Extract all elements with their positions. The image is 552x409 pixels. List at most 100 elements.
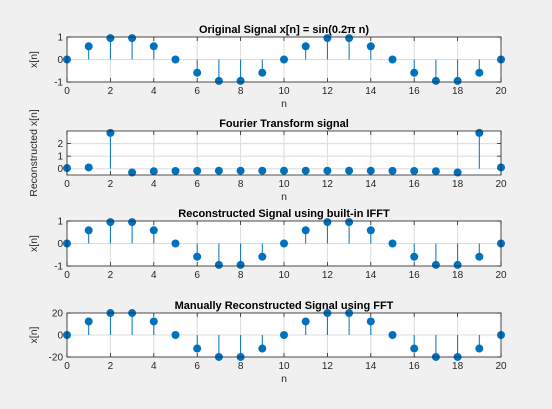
x-tick-label: 6 [194,361,200,372]
stem-marker [128,34,137,43]
x-tick-label: 12 [322,361,334,372]
stem-marker [258,344,267,353]
stem-marker [431,260,440,269]
x-tick-label: 16 [409,270,421,281]
stem-marker [236,260,245,269]
x-tick-label: 10 [278,270,290,281]
x-tick-label: 10 [278,86,290,97]
stem-marker [388,239,397,248]
stem-marker [431,76,440,85]
stem-marker [149,167,158,176]
x-axis-label: n [281,373,287,385]
stem-marker [475,68,484,77]
x-tick-label: 2 [108,361,114,372]
x-tick-label: 2 [108,179,114,190]
x-tick-label: 4 [151,179,157,190]
x-tick-label: 14 [365,86,377,97]
chart-title: Manually Reconstructed Signal using FFT [175,300,394,312]
stem-marker [128,168,137,177]
y-tick-label: 20 [52,309,64,320]
stem-marker [171,166,180,175]
stem-marker [149,226,158,235]
x-tick-label: 4 [151,86,157,97]
stem-marker [258,68,267,77]
x-tick-label: 4 [151,270,157,281]
stem-marker [453,260,462,269]
stem-marker [301,42,310,51]
stem-marker [301,166,310,175]
chart-title: Fourier Transform signal [219,118,349,130]
stem-marker [258,252,267,261]
x-tick-label: 20 [495,86,507,97]
y-axis-label: x[n] [28,51,40,68]
chart-title: Original Signal x[n] = sin(0.2π n) [199,24,369,36]
stem-marker [193,344,202,353]
stem-marker [388,166,397,175]
stem-marker [106,34,115,43]
x-tick-label: 10 [278,361,290,372]
stem-marker [149,317,158,326]
stem-marker [410,344,419,353]
y-tick-label: 0 [57,55,63,66]
stem-marker [345,34,354,43]
y-axis-label: Reconstructed x[n] [28,109,40,197]
y-tick-label: 0 [57,164,63,175]
x-tick-label: 20 [495,361,507,372]
stem-marker [84,42,93,51]
x-tick-label: 14 [365,361,377,372]
stem-marker [84,163,93,172]
y-tick-label: -1 [54,262,63,273]
stem-marker [431,167,440,176]
stem-marker [301,226,310,235]
stem-marker [106,218,115,227]
axes-frame [66,36,502,83]
stem-marker [410,252,419,261]
x-tick-label: 2 [108,270,114,281]
x-tick-label: 18 [452,361,464,372]
x-tick-label: 20 [495,179,507,190]
x-tick-label: 14 [365,179,377,190]
stem-marker [366,42,375,51]
stem-marker [214,166,223,175]
stem-marker [258,166,267,175]
stem-marker [171,331,180,339]
x-tick-label: 12 [322,179,334,190]
y-tick-label: 0 [57,331,63,342]
stem-marker [388,55,397,64]
x-tick-label: 0 [64,86,70,97]
stem-marker [128,218,137,227]
x-tick-label: 0 [64,361,70,372]
x-tick-label: 8 [238,361,244,372]
stem-marker [410,68,419,77]
stem-marker [280,55,288,64]
y-tick-label: 0 [57,239,63,250]
stem-marker [149,42,158,51]
x-tick-label: 16 [409,179,421,190]
x-tick-label: 12 [322,270,334,281]
x-tick-label: 0 [64,179,70,190]
stem-marker [366,317,375,326]
stem-marker [366,226,375,235]
y-tick-label: 1 [57,33,63,44]
stem-marker [366,166,375,175]
x-tick-label: 6 [194,179,200,190]
chart-title: Reconstructed Signal using built-in IFFT [178,208,390,220]
x-tick-label: 6 [194,270,200,281]
x-axis-label: n [281,98,287,110]
stem-marker [453,76,462,85]
stem-marker [171,239,180,248]
axes-frame [66,130,502,176]
x-tick-label: 8 [238,270,244,281]
stem-marker [475,344,484,353]
x-tick-label: 20 [495,270,507,281]
stem-marker [280,166,288,175]
stem-marker [193,252,202,261]
x-tick-label: 12 [322,86,334,97]
stem-marker [410,166,419,175]
stem-marker [84,317,93,326]
stem-marker [323,34,332,43]
x-tick-label: 6 [194,86,200,97]
axes-frame [66,312,502,358]
x-tick-label: 18 [452,270,464,281]
